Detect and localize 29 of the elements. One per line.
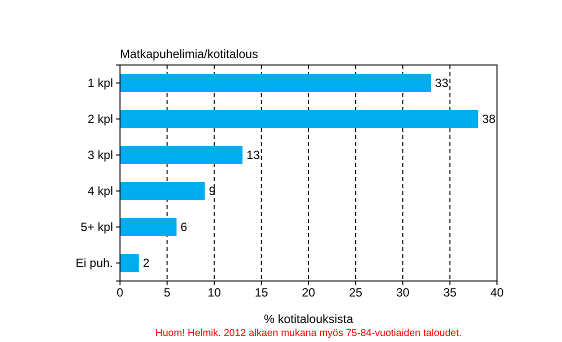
x-tick-label: 30 [396,286,410,300]
x-tick-label: 5 [164,286,171,300]
x-tick-label: 10 [208,286,222,300]
bar [120,110,478,128]
y-tick-label: 1 kpl [88,76,113,90]
x-tick-label: 15 [254,286,268,300]
data-label: 38 [482,112,496,126]
x-tick-label: 40 [490,286,504,300]
data-label: 13 [246,148,260,162]
y-tick-label: 2 kpl [88,112,113,126]
bar [120,146,243,164]
x-axis-title: % kotitalouksista [264,312,354,326]
bar [120,74,432,92]
text: Huom! Helmik. 2012 alkaen mukana myös 75-84-vuotiaiden taloudet. [155,328,462,339]
y-tick-label: 5+ kpl [80,220,113,234]
x-tick-label: 20 [302,286,316,300]
bar [120,218,177,236]
bar [120,182,205,200]
y-tick-label: 3 kpl [88,148,113,162]
chart-title: Matkapuhelimia/kotitalous [120,47,258,61]
data-label: 2 [142,256,150,270]
x-tick-label: 0 [116,286,124,300]
x-tick-label: 35 [443,286,457,300]
y-tick-label: Ei puh. [76,256,113,270]
data-label: 6 [180,220,188,234]
bar [120,254,139,272]
x-tick-label: 25 [348,286,363,300]
y-tick-label: 4 kpl [88,184,113,198]
data-label: 33 [435,76,449,90]
